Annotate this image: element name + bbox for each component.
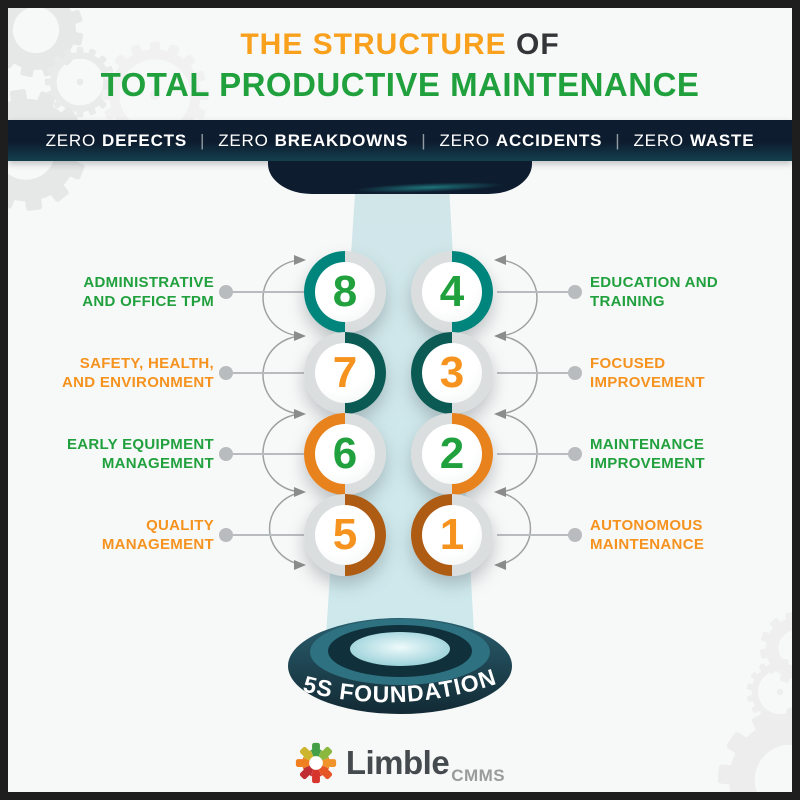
pillar-label-quality-management: QUALITY MANAGEMENT (101, 517, 214, 553)
tpm-circle-2: 2 (411, 413, 493, 495)
title-rest: OF (506, 28, 560, 61)
pillar-label-early-equipment-management: EARLY EQUIPMENT MANAGEMENT (66, 436, 214, 472)
connector-line (233, 291, 304, 293)
tpm-circle-3: 3 (411, 332, 493, 414)
circle-face (422, 505, 482, 565)
banner-separator: | (421, 130, 427, 150)
foundation-disc: 5S FOUNDATION (288, 618, 512, 714)
connector-dot (219, 366, 233, 380)
circle-number: 4 (439, 267, 465, 316)
circle-number: 3 (439, 348, 465, 397)
banner-item: ZERO WASTE (633, 130, 755, 150)
circle-face (315, 505, 375, 565)
title-line-2: TOTAL PRODUCTIVE MAINTENANCE (100, 65, 700, 103)
spotlight-lamp (268, 161, 532, 194)
connector-dot (568, 528, 582, 542)
banner-item: ZERO ACCIDENTS (439, 130, 603, 150)
connector-line (233, 453, 304, 455)
tpm-circle-7: 7 (304, 332, 386, 414)
connector-line (497, 453, 568, 455)
circle-face (422, 424, 482, 484)
circle-number: 6 (332, 429, 358, 478)
circle-number: 8 (332, 267, 358, 316)
title-accent: THE STRUCTURE (240, 28, 507, 61)
pillar-label-education-and-training: EDUCATION AND TRAINING (590, 274, 719, 310)
pillar-label-administrative-office-tpm: ADMINISTRATIVE AND OFFICE TPM (82, 274, 214, 310)
brand-suffix: CMMS (451, 766, 506, 785)
banner-item: ZERO BREAKDOWNS (218, 130, 409, 150)
connector-line (497, 372, 568, 374)
connector-line (497, 291, 568, 293)
banner-separator: | (199, 130, 206, 150)
tpm-circle-8: 8 (304, 251, 386, 333)
circle-face (422, 262, 482, 322)
page-title: THE STRUCTURE OF TOTAL PRODUCTIVE MAINTE… (8, 26, 792, 105)
tpm-circle-1: 1 (411, 494, 493, 576)
connector-dot (219, 447, 233, 461)
circle-face (315, 424, 375, 484)
pillar-label-safety-health-environment: SAFETY, HEALTH, AND ENVIRONMENT (61, 355, 214, 391)
banner-separator: | (615, 130, 621, 150)
circle-number: 2 (439, 429, 465, 478)
connector-line (233, 372, 304, 374)
circle-face (315, 262, 375, 322)
connector-dot (568, 285, 582, 299)
gear-decoration-icon (750, 602, 800, 694)
pillar-label-maintenance-improvement: MAINTENANCE IMPROVEMENT (590, 436, 705, 472)
brand-footer: Limble CMMS (8, 738, 792, 788)
tpm-circle-6: 6 (304, 413, 386, 495)
limble-gear-logo-icon (295, 742, 336, 784)
connector-dot (568, 366, 582, 380)
circle-number: 5 (332, 510, 358, 559)
connector-dot (219, 285, 233, 299)
connector-dot (568, 447, 582, 461)
circle-face (315, 343, 375, 403)
circle-number: 1 (439, 510, 465, 559)
connector-line (233, 534, 304, 536)
gear-decoration-icon (741, 653, 800, 730)
connector-line (497, 534, 568, 536)
circle-number: 7 (332, 348, 358, 397)
zero-goals-banner: ZERO DEFECTS | ZERO BREAKDOWNS | ZERO ACCID… (8, 120, 792, 161)
title-line-1: THE STRUCTURE OF (8, 26, 792, 64)
pillar-label-autonomous-maintenance: AUTONOMOUS MAINTENANCE (590, 517, 705, 553)
connector-dot (219, 528, 233, 542)
banner-item: ZERO DEFECTS (45, 130, 187, 150)
circle-face (422, 343, 482, 403)
pillar-label-focused-improvement: FOCUSED IMPROVEMENT (590, 355, 705, 391)
tpm-circle-5: 5 (304, 494, 386, 576)
tpm-circle-4: 4 (411, 251, 493, 333)
brand-name: Limble (345, 744, 450, 781)
